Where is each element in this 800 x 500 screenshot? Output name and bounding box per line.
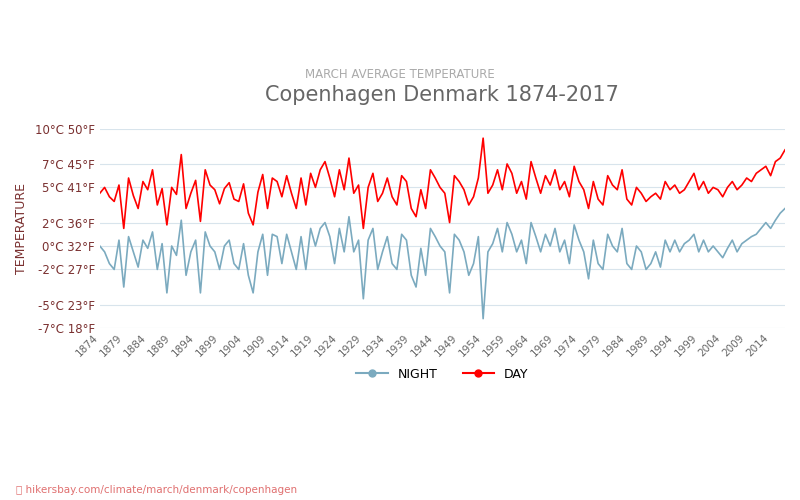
Text: 📍 hikersbay.com/climate/march/denmark/copenhagen: 📍 hikersbay.com/climate/march/denmark/co…: [16, 485, 297, 495]
Text: MARCH AVERAGE TEMPERATURE: MARCH AVERAGE TEMPERATURE: [305, 68, 495, 80]
Legend: NIGHT, DAY: NIGHT, DAY: [351, 362, 534, 386]
Title: Copenhagen Denmark 1874-2017: Copenhagen Denmark 1874-2017: [266, 85, 619, 105]
Y-axis label: TEMPERATURE: TEMPERATURE: [15, 183, 28, 274]
